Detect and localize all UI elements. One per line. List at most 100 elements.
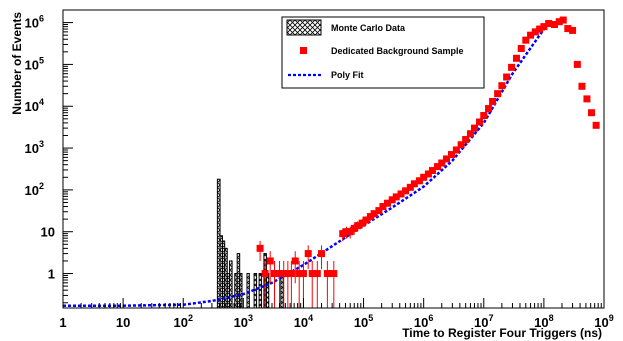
data-point — [559, 16, 567, 24]
data-point — [457, 141, 465, 149]
x-tick-label: 102 — [173, 313, 192, 330]
y-tick-label: 102 — [25, 181, 44, 198]
data-point — [346, 228, 354, 236]
data-point — [489, 97, 497, 105]
histogram-bin — [258, 273, 262, 308]
poly-fit-curve — [63, 28, 545, 307]
x-tick-label: 104 — [294, 313, 313, 330]
histogram-bin — [265, 273, 270, 308]
x-tick-label: 106 — [414, 313, 433, 330]
data-point — [379, 203, 387, 211]
data-point — [545, 20, 553, 28]
axes: 1 10 102 103 104 105 106 107 108 1091101021031041… — [25, 9, 614, 330]
data-point — [342, 228, 350, 236]
y-tick-label: 10 — [41, 225, 55, 240]
x-tick-label: 1 — [59, 315, 66, 330]
background-sample-points — [256, 16, 600, 308]
data-point — [462, 136, 470, 144]
y-tick-label: 1 — [48, 267, 55, 282]
x-tick-label: 105 — [354, 313, 373, 330]
data-point — [508, 63, 516, 71]
data-point — [410, 180, 418, 188]
data-point — [370, 210, 378, 218]
data-point — [512, 54, 520, 62]
poly-fit-line — [63, 28, 545, 307]
data-point — [383, 199, 391, 207]
data-point — [428, 167, 436, 175]
x-tick-label: 10 — [116, 315, 130, 330]
data-point — [540, 23, 548, 31]
data-point — [366, 213, 374, 221]
data-point — [447, 151, 455, 159]
data-point — [402, 187, 410, 195]
plot-frame — [62, 9, 605, 309]
data-point — [271, 270, 279, 278]
data-point — [569, 26, 577, 34]
legend-label-background-sample: Dedicated Background Sample — [331, 46, 464, 56]
x-tick-label: 109 — [594, 313, 613, 330]
data-point — [434, 163, 442, 171]
data-point — [452, 146, 460, 154]
data-point — [527, 31, 535, 39]
data-point — [517, 45, 525, 53]
data-point — [313, 270, 321, 278]
data-point — [406, 183, 414, 191]
data-point — [503, 73, 511, 81]
data-point — [266, 257, 274, 265]
data-point — [420, 173, 428, 181]
x-tick-label: 108 — [534, 313, 553, 330]
histogram-bin — [239, 273, 243, 308]
data-point — [392, 193, 400, 201]
data-point — [583, 95, 591, 103]
y-tick-label: 103 — [25, 139, 44, 156]
data-point — [287, 270, 295, 278]
data-point — [375, 207, 383, 215]
data-point — [480, 112, 488, 120]
data-point — [588, 109, 596, 117]
monte-carlo-histogram — [216, 178, 284, 308]
data-point — [494, 90, 502, 98]
data-point — [555, 18, 563, 26]
data-point — [476, 118, 484, 126]
data-point — [485, 105, 493, 113]
data-point — [592, 121, 600, 129]
data-point — [276, 270, 284, 278]
y-tick-label: 106 — [25, 14, 44, 31]
legend-red-square-marker — [300, 47, 307, 54]
data-point — [564, 25, 572, 33]
data-point — [362, 216, 370, 224]
data-point — [308, 270, 316, 278]
data-point — [354, 222, 362, 230]
data-point — [284, 270, 292, 278]
data-point — [261, 270, 269, 278]
data-point — [424, 170, 432, 178]
legend-label-poly-fit: Poly Fit — [331, 70, 364, 80]
y-tick-label: 104 — [25, 97, 44, 114]
data-point — [339, 230, 347, 238]
data-point — [522, 36, 530, 44]
data-point — [531, 28, 539, 36]
x-tick-label: 103 — [234, 313, 253, 330]
data-point — [291, 257, 299, 265]
data-point — [256, 244, 264, 252]
data-point — [578, 82, 586, 90]
data-point — [470, 124, 478, 132]
data-point — [388, 196, 396, 204]
data-point — [318, 250, 326, 258]
data-point — [498, 82, 506, 90]
legend-crosshatch-swatch — [286, 19, 322, 36]
data-point — [304, 250, 312, 258]
data-point — [358, 219, 366, 227]
data-point — [536, 25, 544, 33]
y-tick-label: 105 — [25, 55, 44, 72]
data-point — [323, 270, 331, 278]
data-point — [443, 155, 451, 163]
x-axis-label: Time to Register Four Triggers (ns) — [402, 326, 602, 340]
data-point — [550, 21, 558, 29]
x-tick-label: 107 — [474, 313, 493, 330]
data-point — [295, 270, 303, 278]
data-point — [573, 60, 581, 68]
data-point — [438, 159, 446, 167]
legend: Monte Carlo Data Dedicated Background Sa… — [281, 16, 485, 89]
